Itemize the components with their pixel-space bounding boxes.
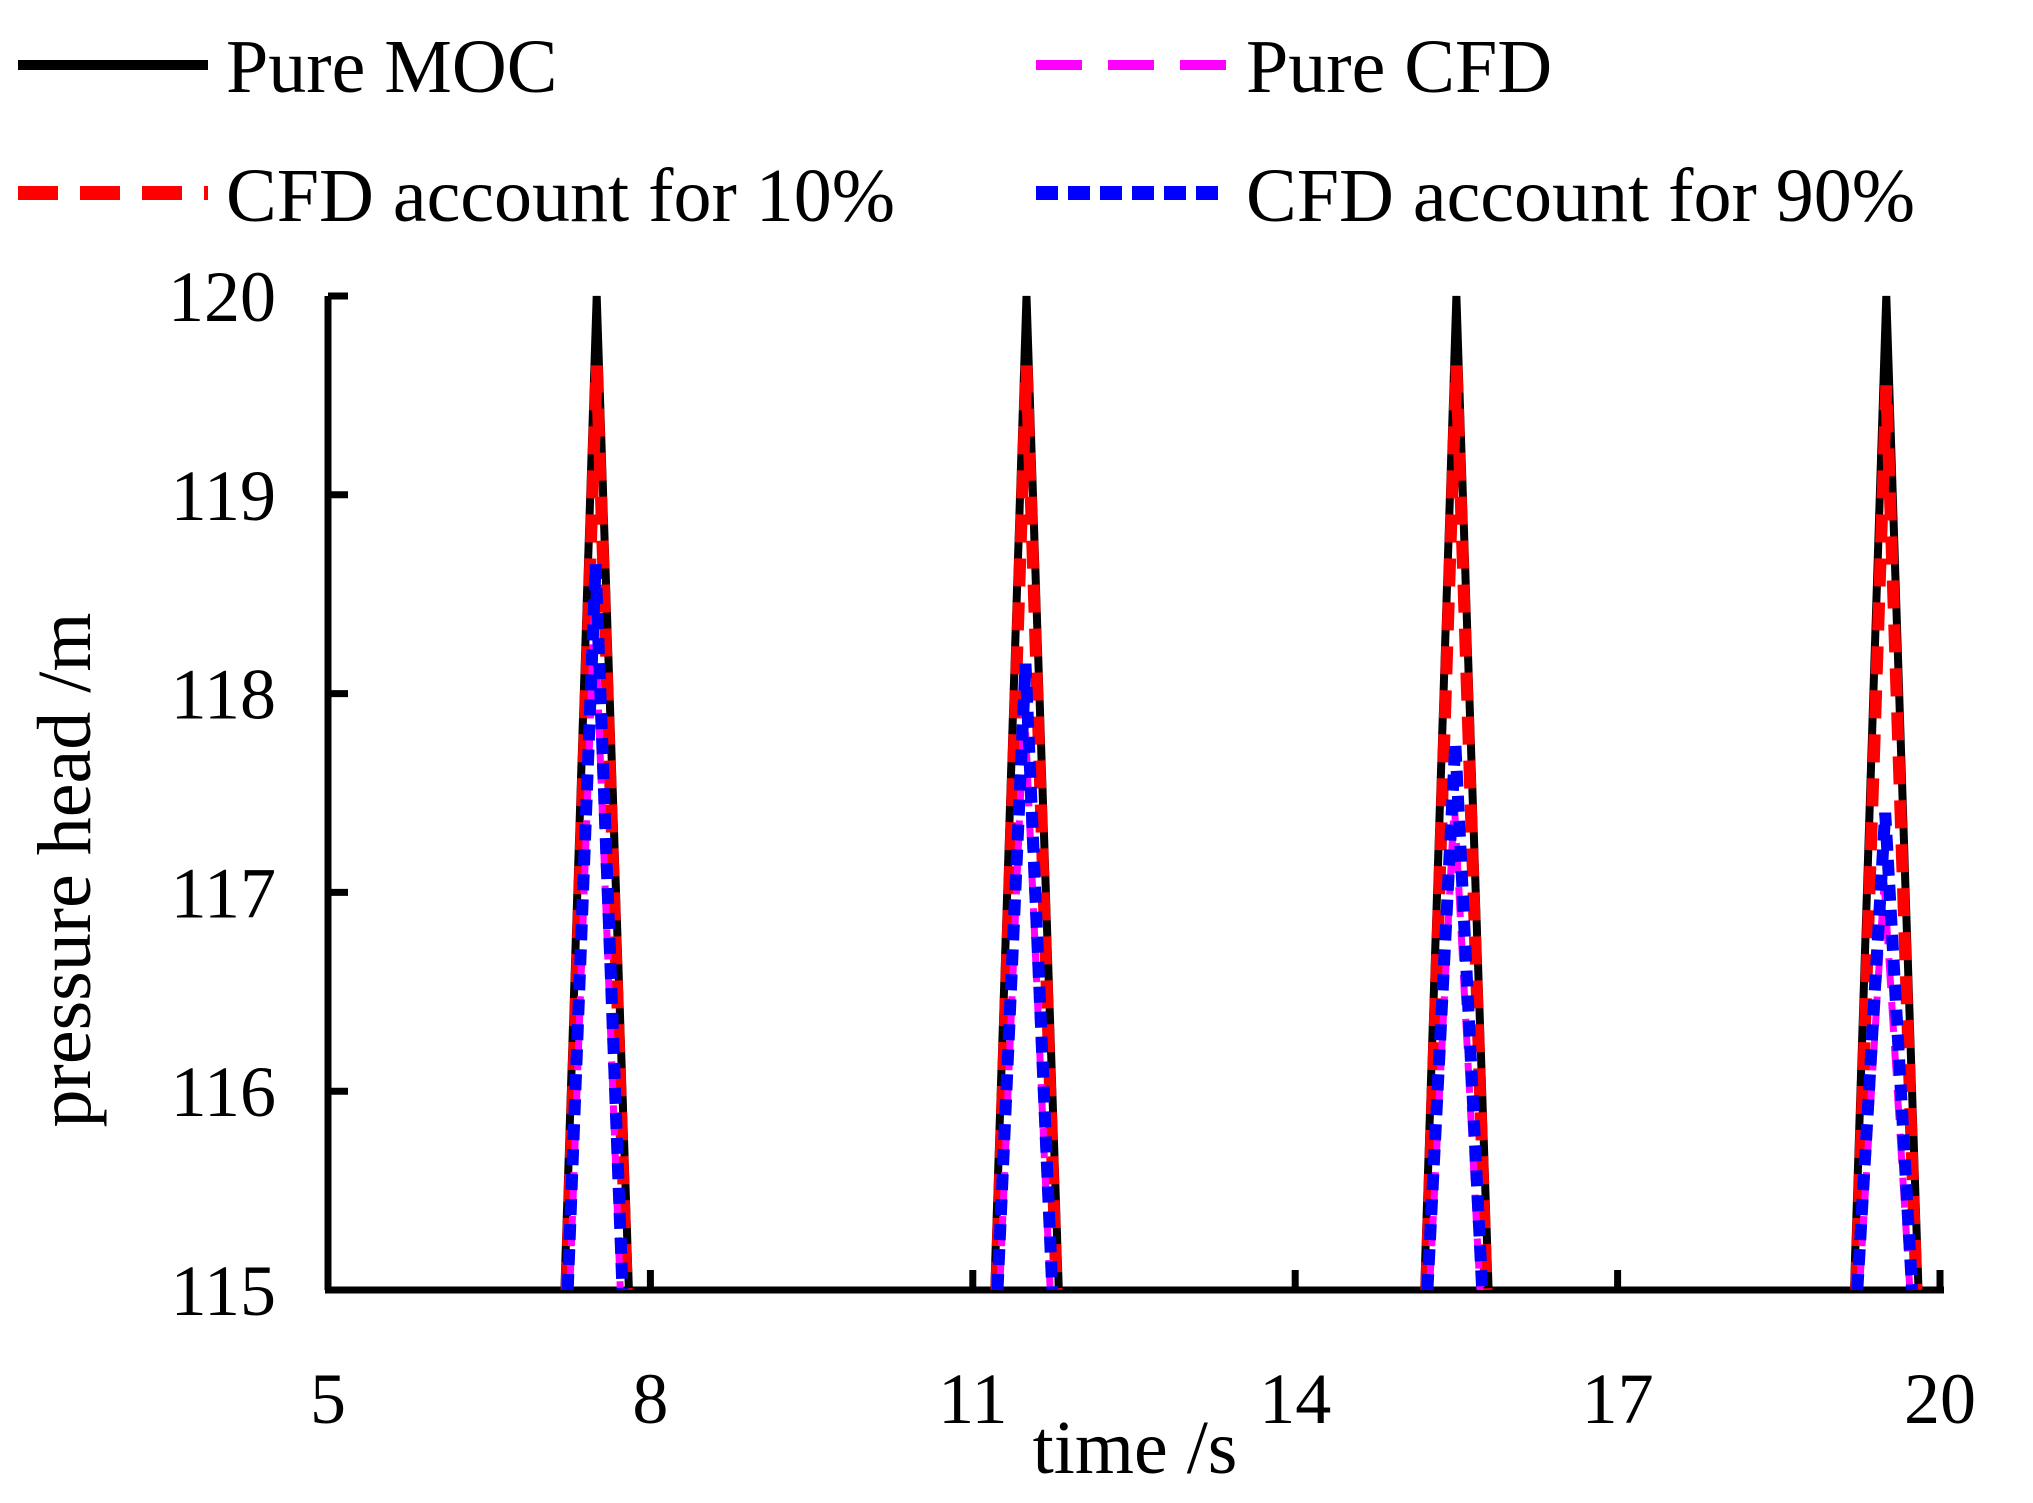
y-tick-label: 117 (171, 853, 276, 933)
series-moc (560, 295, 1923, 1291)
x-tick-label: 11 (938, 1359, 1007, 1439)
y-tick-label: 118 (171, 655, 276, 735)
x-ticks: 5 8 11 14 17 20 (310, 1270, 1976, 1439)
y-tick-label: 115 (171, 1251, 276, 1331)
legend-label-pure-cfd: Pure CFD (1246, 25, 1552, 109)
x-axis-title: time /s (1033, 1406, 1238, 1490)
legend-label-cfd-10: CFD account for 10% (226, 154, 895, 238)
series-cfd90 (561, 564, 1919, 1291)
series-layer (560, 295, 1923, 1291)
x-tick-label: 17 (1582, 1359, 1654, 1439)
legend-label-cfd-90: CFD account for 90% (1246, 154, 1915, 238)
legend-entry-cfd-90: CFD account for 90% (1036, 154, 1915, 238)
x-tick-label: 20 (1904, 1359, 1976, 1439)
series-line-cfd90-peak-3 (1421, 742, 1489, 1291)
series-cfd (566, 603, 1914, 1291)
legend: Pure MOC Pure CFD CFD account for 10% CF… (18, 25, 1915, 238)
series-line-cfd90-peak-1 (561, 564, 629, 1291)
y-axis-title: pressure head /m (23, 613, 107, 1128)
legend-entry-pure-moc: Pure MOC (18, 25, 557, 109)
y-ticks: 115 116 117 118 119 120 (168, 257, 348, 1331)
x-tick-label: 8 (632, 1359, 668, 1439)
y-tick-label: 120 (168, 257, 276, 337)
x-tick-label: 5 (310, 1359, 346, 1439)
y-tick-label: 116 (171, 1052, 276, 1132)
series-cfd10 (560, 365, 1923, 1291)
legend-label-pure-moc: Pure MOC (226, 25, 557, 109)
legend-entry-cfd-10: CFD account for 10% (18, 154, 895, 238)
y-tick-label: 119 (171, 456, 276, 536)
legend-entry-pure-cfd: Pure CFD (1036, 25, 1552, 109)
x-tick-label: 14 (1259, 1359, 1331, 1439)
